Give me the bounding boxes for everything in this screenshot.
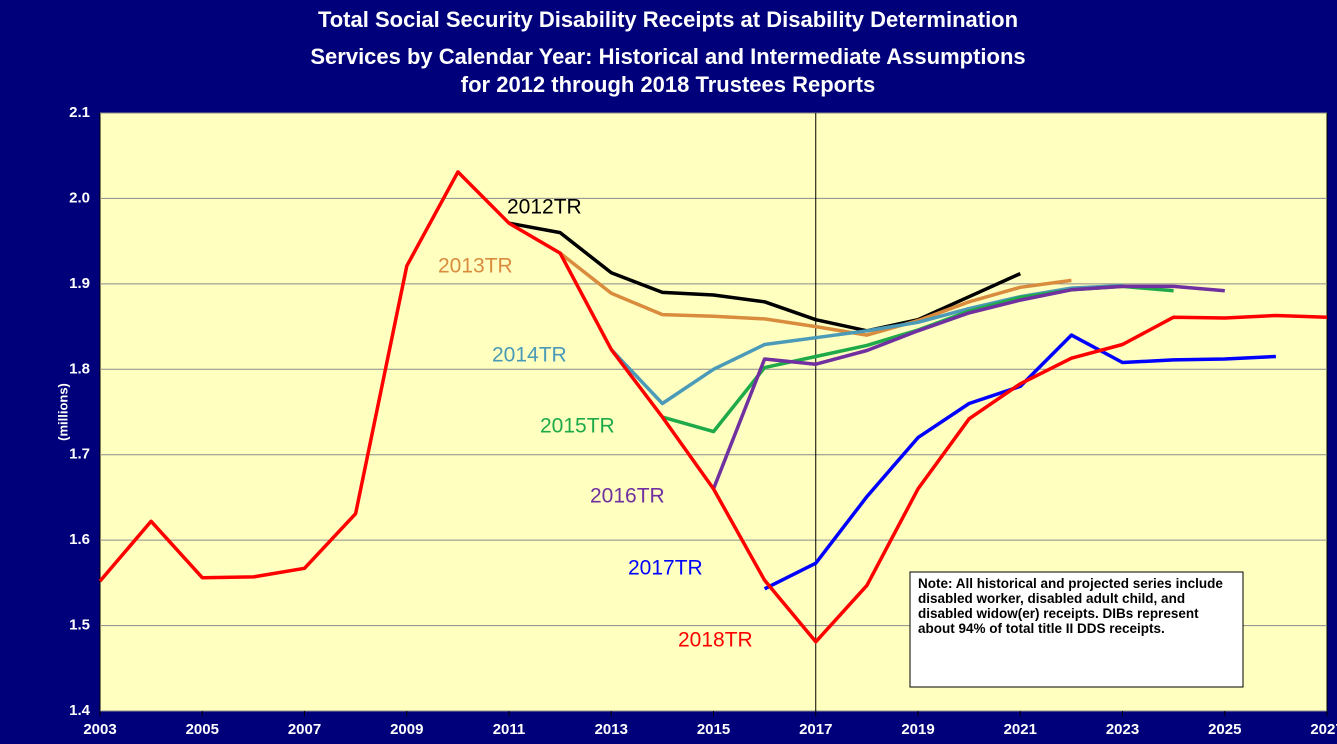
x-tick-label: 2015 — [697, 721, 730, 738]
series-line — [763, 333, 1276, 591]
chart-title: Services by Calendar Year: Historical an… — [310, 44, 1025, 69]
note: Note: All historical and projected serie… — [918, 576, 1223, 636]
y-tick-label: 1.5 — [69, 617, 90, 634]
x-tick-label: 2019 — [901, 721, 934, 738]
series-label: 2016TR — [590, 485, 665, 508]
grid — [99, 112, 1328, 716]
x-tick-label: 2009 — [390, 721, 423, 738]
note-box — [909, 571, 1244, 688]
x-tick-label: 2013 — [595, 721, 628, 738]
chart-title: Total Social Security Disability Receipt… — [318, 7, 1018, 32]
series-label: 2013TR — [438, 255, 513, 278]
x-tick-label: 2021 — [1004, 721, 1037, 738]
series-line — [508, 221, 1022, 333]
y-tick-label: 1.7 — [69, 446, 90, 463]
x-tick-label: 2023 — [1106, 721, 1139, 738]
x-tick-label: 2027 — [1310, 721, 1337, 738]
series-label: 2017TR — [628, 557, 703, 580]
chart-title: for 2012 through 2018 Trustees Reports — [461, 72, 875, 97]
series-line — [559, 251, 1072, 337]
x-tick-label: 2025 — [1208, 721, 1241, 738]
x-tick-label: 2011 — [493, 721, 526, 738]
note-text: Note: All historical and projected serie… — [918, 576, 1223, 636]
x-tick-label: 2017 — [799, 721, 832, 738]
series-label: 2014TR — [492, 344, 567, 367]
y-tick-label: 1.6 — [69, 531, 90, 548]
y-tick-label: 1.9 — [69, 275, 90, 292]
series-line — [711, 284, 1225, 490]
lines — [98, 170, 1328, 644]
series-label: 2015TR — [540, 415, 615, 438]
y-tick-label: 2.0 — [69, 189, 90, 206]
x-tick-label: 2007 — [288, 721, 321, 738]
y-axis-label: (millions) — [55, 383, 70, 441]
y-tick-label: 1.8 — [69, 360, 90, 377]
y-tick-label: 1.4 — [69, 702, 91, 719]
series-label: 2012TR — [507, 196, 582, 219]
series-line — [98, 170, 1328, 644]
x-tick-label: 2003 — [83, 721, 116, 738]
x-tick-label: 2005 — [186, 721, 219, 738]
y-tick-label: 2.1 — [69, 104, 90, 121]
series-label: 2018TR — [678, 629, 753, 652]
